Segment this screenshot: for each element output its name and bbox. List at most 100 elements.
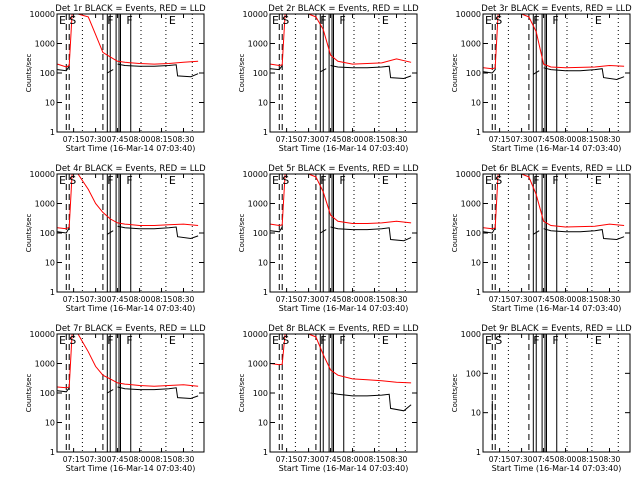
interval-marker: E [272,174,279,187]
events-series-line [483,227,625,241]
y-tick-label: 1000 [461,330,481,339]
x-tick-label: 07:15 [63,295,85,304]
interval-marker: F [339,14,345,27]
x-tick-label: 08:15 [151,295,173,304]
lld-series-line [270,333,412,384]
x-tick-label: 08:30 [173,455,195,464]
interval-marker: E [169,334,176,347]
y-tick-label: 10000 [243,10,268,19]
x-tick-label: 08:30 [599,455,621,464]
x-axis-label: Start Time (16-Mar-14 07:03:40) [492,144,622,153]
x-tick-label: 07:45 [107,135,129,144]
y-tick-label: 100 [466,369,481,378]
interval-marker: E [382,174,389,187]
interval-marker: E [485,14,492,27]
events-series-line [483,67,625,81]
events-series-line [57,225,199,240]
events-series-line [57,63,199,78]
x-tick-label: 08:15 [151,135,173,144]
panel-det-1: Det 1r BLACK = Events, RED = LLD 1 10 100 10… [25,4,206,153]
x-tick-label: 07:15 [276,135,298,144]
x-tick-label: 07:30 [298,135,320,144]
y-tick-label: 1 [263,288,268,297]
x-tick-label: 07:30 [511,135,533,144]
x-tick-label: 08:00 [129,455,151,464]
interval-marker: E [59,174,66,187]
interval-marker: S [282,174,289,187]
y-tick-label: 100 [253,229,268,238]
interval-marker: S [495,334,502,347]
x-tick-label: 07:30 [85,455,107,464]
y-tick-label: 1000 [461,40,481,49]
lld-series-line [483,173,625,230]
x-tick-label: 08:30 [386,455,408,464]
y-tick-label: 1 [50,128,55,137]
y-tick-label: 10 [471,259,481,268]
x-tick-label: 08:15 [151,455,173,464]
x-tick-label: 07:30 [85,135,107,144]
x-tick-label: 07:45 [533,135,555,144]
x-tick-label: 08:15 [364,455,386,464]
y-tick-label: 1 [263,448,268,457]
lld-series-line [270,13,412,67]
panel-title: Det 8r BLACK = Events, RED = LLD [268,324,419,334]
x-tick-label: 07:45 [320,295,342,304]
y-tick-label: 10000 [30,170,55,179]
y-tick-label: 1 [476,128,481,137]
y-tick-label: 100 [253,389,268,398]
interval-marker: F [320,174,326,187]
plot-frame [482,333,631,453]
x-tick-label: 07:30 [85,295,107,304]
y-tick-label: 100 [466,229,481,238]
interval-marker: E [272,14,279,27]
y-axis-label: Counts/sec [451,54,459,93]
interval-marker: S [69,174,76,187]
panel-det-5: Det 5r BLACK = Events, RED = LLD 1 10 100 10… [238,164,419,313]
x-tick-label: 08:30 [599,135,621,144]
y-tick-label: 10000 [30,10,55,19]
x-axis-label: Start Time (16-Mar-14 07:03:40) [492,464,622,473]
x-tick-label: 07:15 [489,455,511,464]
y-tick-label: 10 [45,259,55,268]
interval-marker: E [272,334,279,347]
x-tick-label: 07:45 [107,455,129,464]
y-tick-label: 100 [466,69,481,78]
interval-marker: S [69,334,76,347]
interval-marker: S [495,174,502,187]
interval-marker: F [320,14,326,27]
lld-series-line [57,13,199,68]
y-tick-label: 10000 [456,170,481,179]
x-tick-label: 07:30 [298,455,320,464]
x-tick-label: 07:15 [63,135,85,144]
interval-marker: E [59,14,66,27]
lld-series-line [57,333,199,389]
interval-marker: F [339,174,345,187]
y-tick-label: 100 [40,229,55,238]
interval-marker: F [552,174,558,187]
y-axis-label: Counts/sec [451,374,459,413]
y-tick-label: 10 [258,259,268,268]
panel-title: Det 4r BLACK = Events, RED = LLD [55,164,206,174]
interval-marker: E [485,334,492,347]
interval-marker: E [595,174,602,187]
panel-title: Det 6r BLACK = Events, RED = LLD [481,164,632,174]
x-tick-label: 08:00 [129,295,151,304]
x-tick-label: 08:00 [342,455,364,464]
interval-marker: F [533,174,539,187]
x-axis-label: Start Time (16-Mar-14 07:03:40) [66,144,196,153]
x-tick-label: 08:30 [173,135,195,144]
x-tick-label: 08:15 [577,135,599,144]
x-axis-label: Start Time (16-Mar-14 07:03:40) [279,304,409,313]
y-axis-label: Counts/sec [238,214,246,253]
panel-det-9: Det 9r BLACK = Events, RED = LLD 1 10 100 10… [451,324,632,473]
panel-det-3: Det 3r BLACK = Events, RED = LLD 1 10 100 10… [451,4,632,153]
lld-series-line [483,13,625,70]
x-tick-label: 07:15 [276,295,298,304]
y-tick-label: 100 [253,69,268,78]
interval-marker: E [382,334,389,347]
interval-marker: F [126,14,132,27]
interval-marker: F [126,334,132,347]
x-tick-label: 08:00 [342,295,364,304]
y-tick-label: 10 [471,409,481,418]
